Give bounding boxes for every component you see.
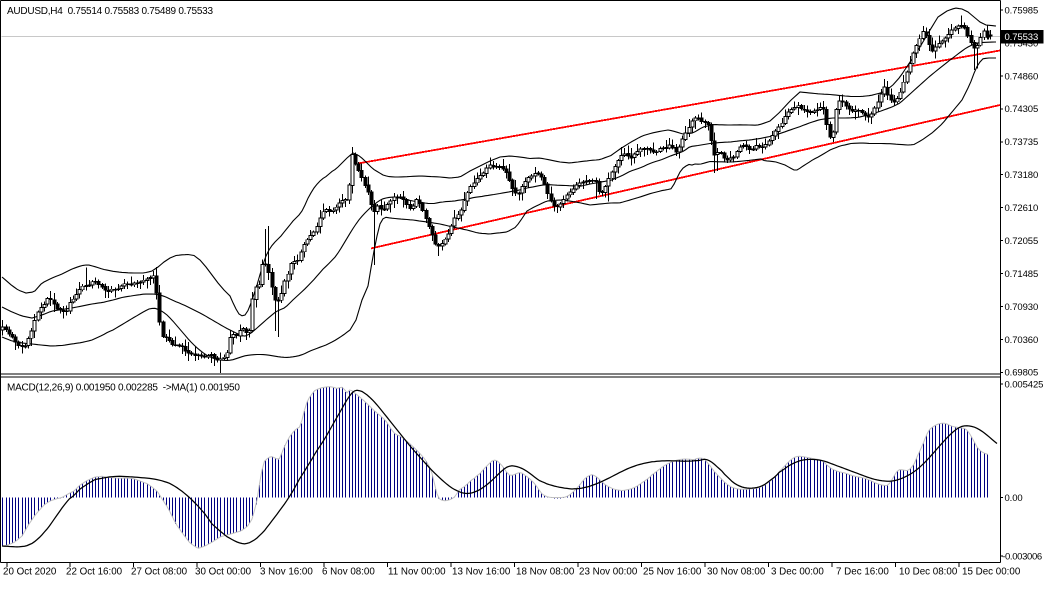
svg-text:0.75430: 0.75430 [1005, 38, 1039, 49]
svg-text:30 Oct 00:00: 30 Oct 00:00 [195, 567, 252, 578]
svg-text:0.71485: 0.71485 [1005, 269, 1039, 280]
svg-text:MACD(12,26,9) 0.001950 0.00228: MACD(12,26,9) 0.001950 0.002285 ->MA(1) … [7, 383, 240, 394]
svg-text:10 Dec 08:00: 10 Dec 08:00 [899, 567, 958, 578]
svg-text:27 Oct 08:00: 27 Oct 08:00 [131, 567, 188, 578]
svg-text:0.75985: 0.75985 [1005, 5, 1039, 16]
svg-text:0.69805: 0.69805 [1005, 368, 1039, 379]
svg-text:0.73180: 0.73180 [1005, 170, 1039, 181]
svg-text:0.74305: 0.74305 [1005, 104, 1039, 115]
svg-text:18 Nov 08:00: 18 Nov 08:00 [516, 567, 575, 578]
svg-text:25 Nov 16:00: 25 Nov 16:00 [643, 567, 702, 578]
svg-text:22 Oct 16:00: 22 Oct 16:00 [66, 567, 123, 578]
svg-text:0.00: 0.00 [1005, 493, 1023, 504]
svg-text:3 Nov 16:00: 3 Nov 16:00 [260, 567, 313, 578]
svg-text:3 Dec 00:00: 3 Dec 00:00 [771, 567, 824, 578]
svg-text:0.72610: 0.72610 [1005, 203, 1039, 214]
svg-text:15 Dec 00:00: 15 Dec 00:00 [962, 567, 1021, 578]
svg-text:7 Dec 16:00: 7 Dec 16:00 [836, 567, 889, 578]
svg-text:6 Nov 08:00: 6 Nov 08:00 [322, 567, 375, 578]
svg-text:13 Nov 16:00: 13 Nov 16:00 [452, 567, 511, 578]
svg-text:0.75533: 0.75533 [1005, 32, 1039, 43]
svg-text:-0.003006: -0.003006 [1002, 551, 1042, 562]
svg-text:0.70360: 0.70360 [1005, 335, 1039, 346]
svg-text:11 Nov 00:00: 11 Nov 00:00 [388, 567, 446, 578]
svg-text:0.72055: 0.72055 [1005, 236, 1039, 247]
svg-text:0.74860: 0.74860 [1005, 71, 1039, 82]
svg-text:0.73735: 0.73735 [1005, 137, 1039, 148]
svg-text:23 Nov 00:00: 23 Nov 00:00 [579, 567, 638, 578]
svg-text:20 Oct 2020: 20 Oct 2020 [3, 567, 57, 578]
svg-text:AUDUSD,H4 0.75514 0.75583 0.7: AUDUSD,H4 0.75514 0.75583 0.75489 0.7553… [7, 6, 213, 17]
svg-text:0.70930: 0.70930 [1005, 302, 1039, 313]
svg-text:30 Nov 08:00: 30 Nov 08:00 [707, 567, 766, 578]
svg-text:0.005425: 0.005425 [1005, 379, 1044, 390]
